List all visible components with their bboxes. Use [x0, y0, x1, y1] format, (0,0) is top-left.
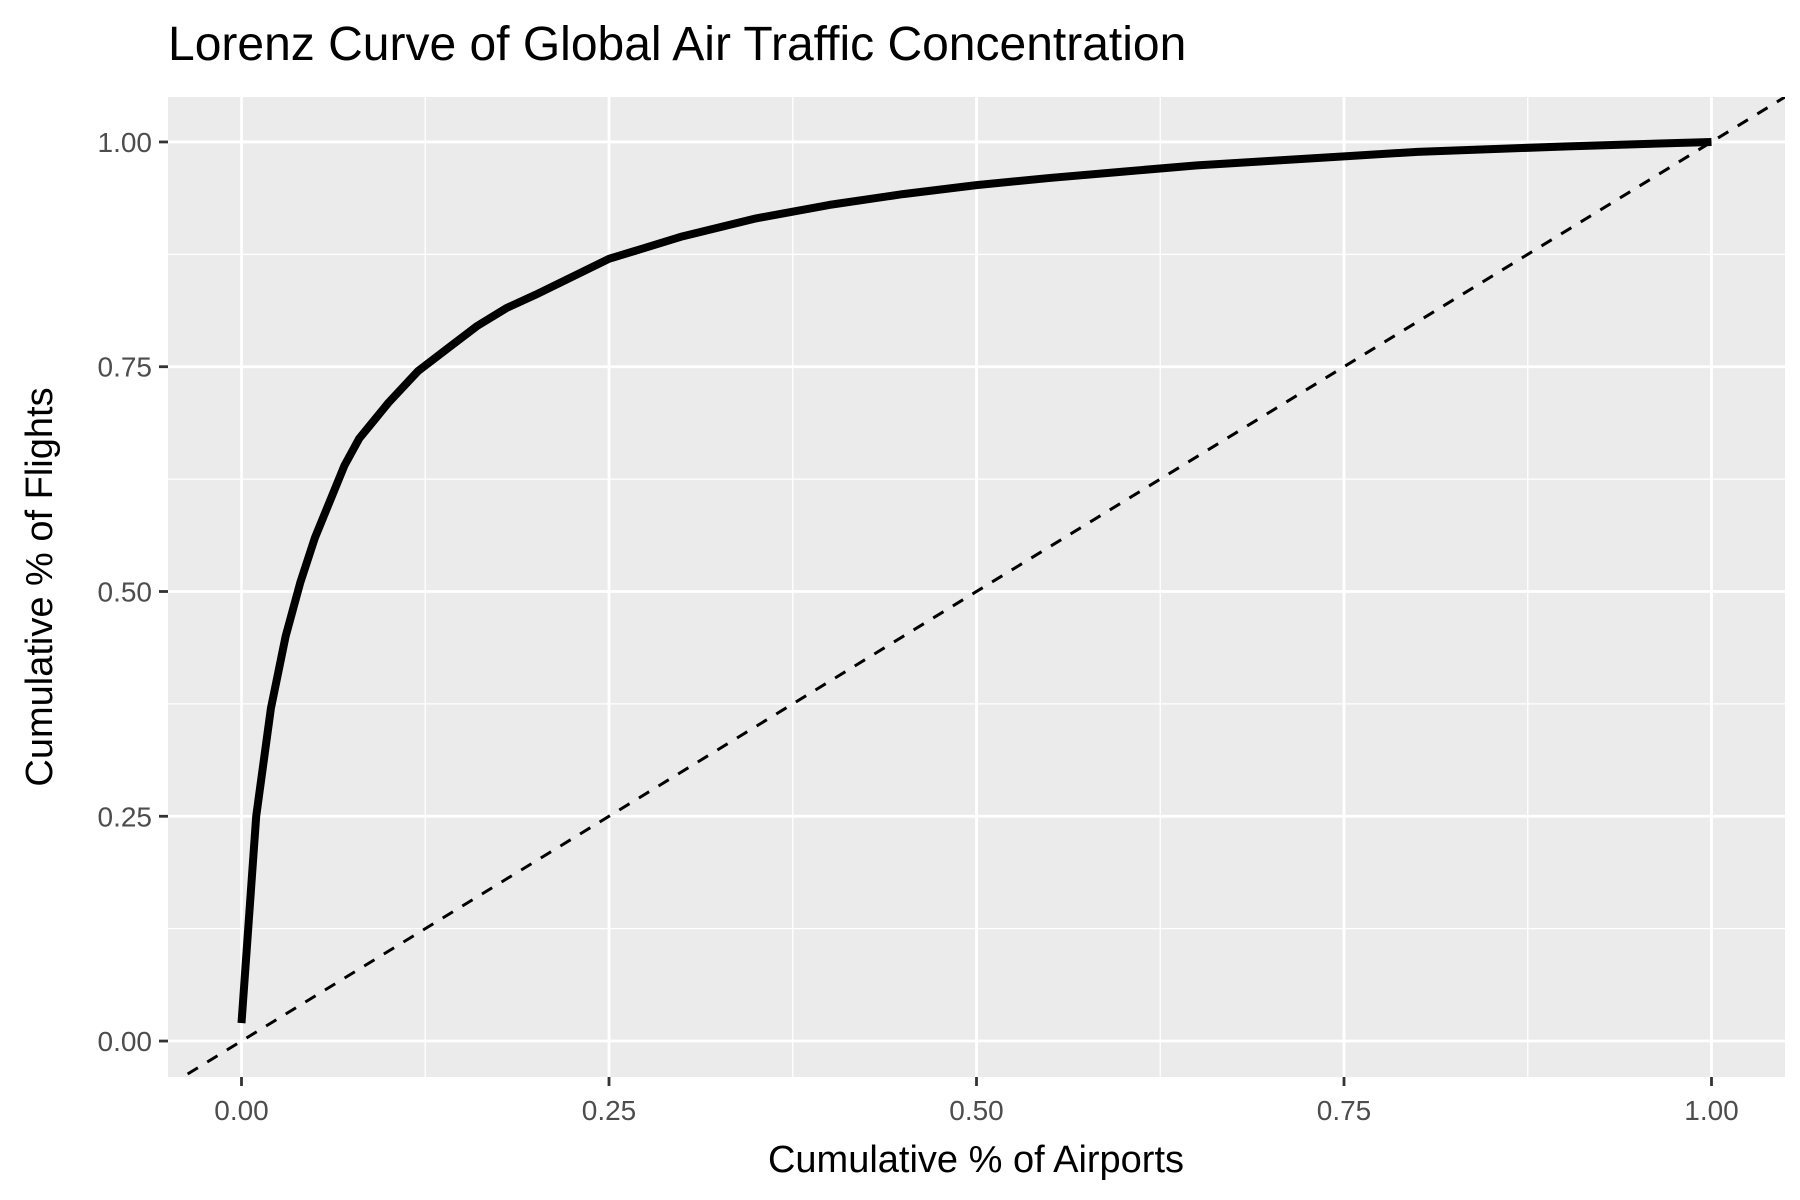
x-tick-label-1: 0.25: [582, 1095, 637, 1126]
x-tick-label-3: 0.75: [1317, 1095, 1372, 1126]
x-axis-title: Cumulative % of Airports: [768, 1139, 1184, 1181]
x-tick-label-2: 0.50: [949, 1095, 1004, 1126]
y-axis: 0.00 0.25 0.50 0.75 1.00: [98, 127, 168, 1057]
y-tick-label-4: 1.00: [98, 127, 153, 158]
lorenz-curve-line: [237, 137, 1712, 1024]
y-tick-label-1: 0.25: [98, 801, 153, 832]
y-axis-title: Cumulative % of Flights: [19, 387, 61, 786]
y-tick-label-3: 0.75: [98, 352, 153, 383]
equality-line: [179, 97, 1785, 1077]
y-tick-label-0: 0.00: [98, 1026, 153, 1057]
x-tick-label-0: 0.00: [214, 1095, 269, 1126]
y-tick-label-2: 0.50: [98, 576, 153, 607]
series-layer: [179, 97, 1785, 1077]
major-gridlines: [168, 97, 1785, 1077]
chart-title: Lorenz Curve of Global Air Traffic Conce…: [168, 18, 1186, 71]
x-axis: 0.00 0.25 0.50 0.75 1.00: [214, 1077, 1739, 1126]
x-tick-label-4: 1.00: [1684, 1095, 1739, 1126]
